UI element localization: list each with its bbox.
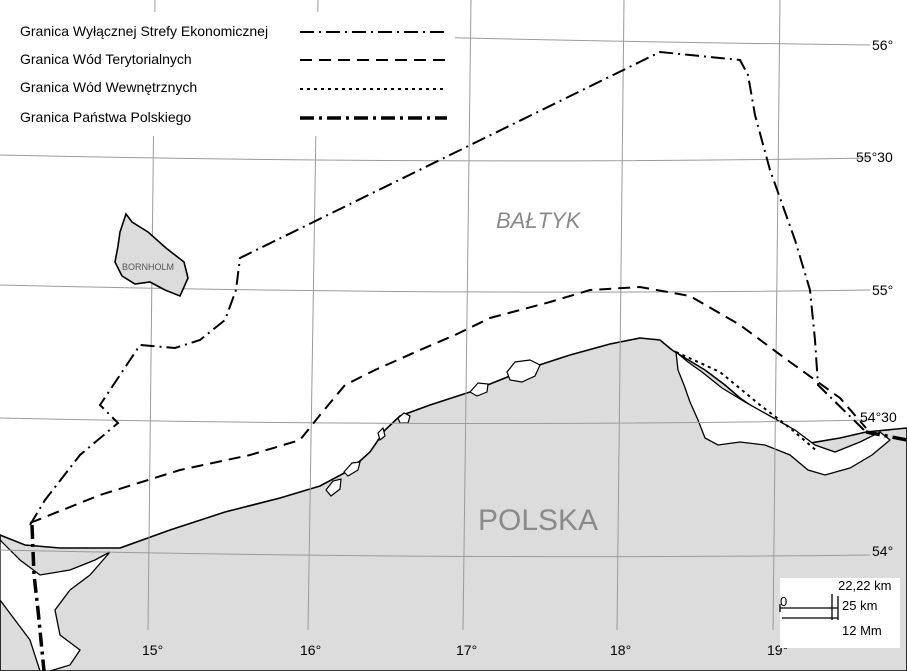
lon-label-18: 18°	[610, 642, 631, 658]
scale-12mm: 12 Mm	[842, 623, 882, 638]
inner-water-east	[675, 350, 892, 476]
islet-4	[377, 426, 386, 442]
internal-waters-boundary	[675, 351, 819, 453]
longitude-labels: 15° 16° 17° 18° 19°	[142, 642, 788, 658]
lon-label-17: 17°	[456, 642, 477, 658]
latitude-labels: 56° 55°30 55° 54°30 54°	[856, 37, 897, 559]
scale-25km: 25 km	[842, 598, 877, 613]
sea-label: BAŁTYK	[496, 208, 582, 233]
islet-1	[506, 359, 541, 383]
islet-2	[469, 382, 489, 397]
state-border-west	[30, 524, 46, 671]
legend-label-territorial: Granica Wód Terytorialnych	[20, 51, 192, 67]
eez-boundary	[29, 50, 867, 526]
lat-label-56: 56°	[872, 37, 893, 53]
bornholm-island	[114, 212, 189, 298]
state-border-east	[865, 430, 907, 442]
scale-zero: 0	[780, 594, 787, 609]
lat-label-5430: 54°30	[860, 409, 897, 425]
islet-5	[343, 461, 361, 477]
lon-label-16: 16°	[300, 642, 321, 658]
legend-label-state: Granica Państwa Polskiego	[20, 109, 191, 125]
legend-label-internal: Granica Wód Wewnętrznych	[20, 79, 197, 95]
poland-land	[0, 337, 907, 671]
country-label: POLSKA	[478, 504, 598, 537]
lat-label-55: 55°	[872, 282, 893, 298]
lat-label-54: 54°	[872, 543, 893, 559]
legend: Granica Wyłącznej Strefy Ekonomicznej Gr…	[20, 23, 447, 125]
lat-label-5530: 55°30	[856, 149, 893, 165]
lon-label-15: 15°	[142, 642, 163, 658]
islet-6	[325, 478, 342, 497]
islet-3	[397, 412, 411, 424]
legend-label-eez: Granica Wyłącznej Strefy Ekonomicznej	[20, 23, 268, 39]
territorial-waters-boundary	[29, 285, 867, 524]
scale-bar: 0 22,22 km 25 km 12 Mm	[779, 578, 900, 648]
island-label: BORNHOLM	[122, 262, 174, 272]
scale-2222km: 22,22 km	[838, 578, 891, 593]
inner-water-west	[0, 539, 111, 671]
